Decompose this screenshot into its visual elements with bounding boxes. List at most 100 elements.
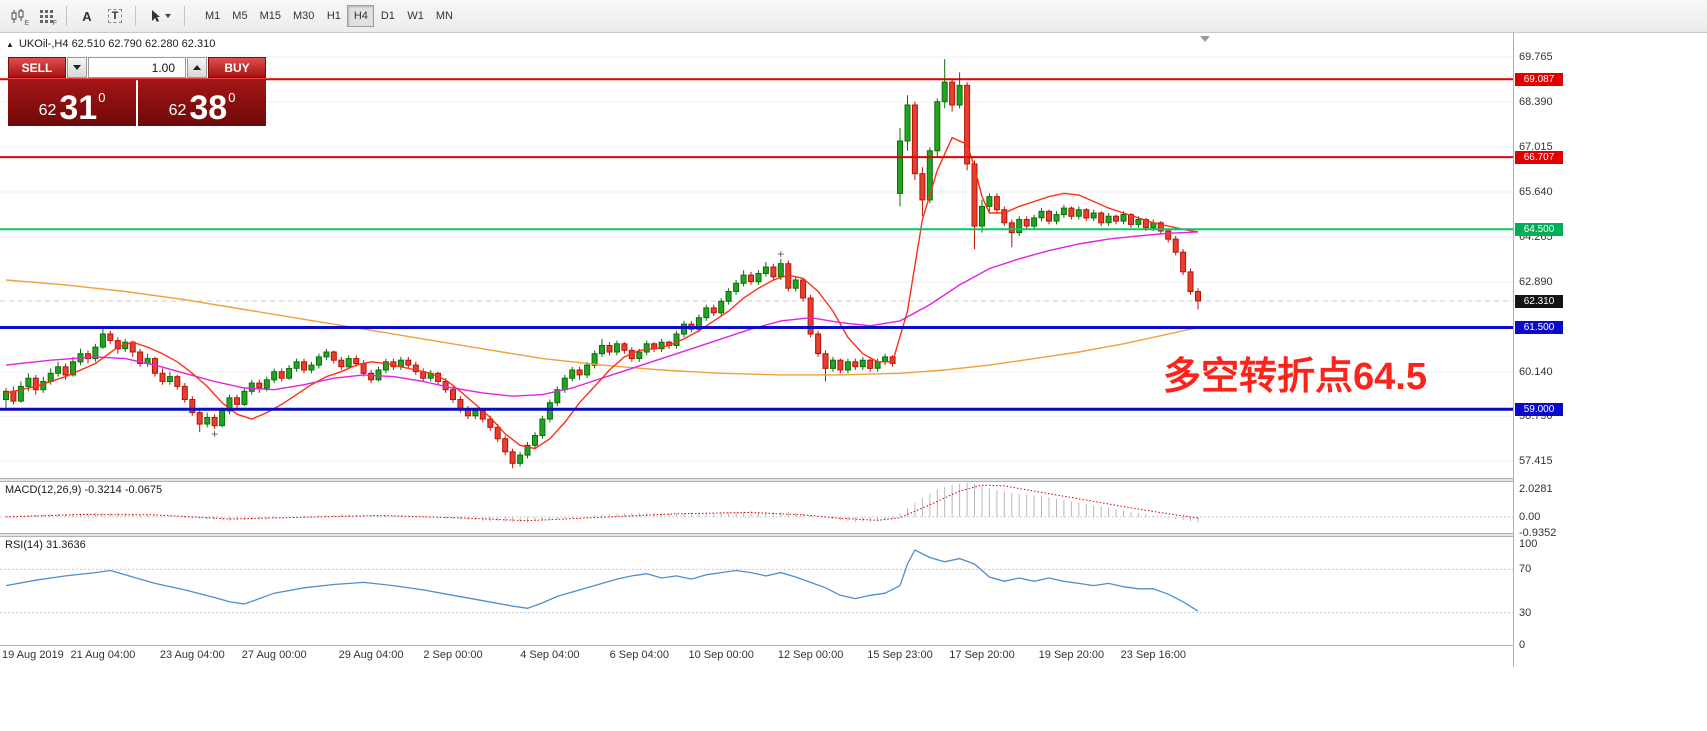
rsi-value: 31.3636	[45, 539, 86, 551]
timeframe-w1[interactable]: W1	[401, 5, 430, 27]
svg-text:+: +	[777, 247, 784, 261]
time-axis-label: 2 Sep 00:00	[423, 649, 483, 661]
icon-subscript: E	[24, 20, 29, 27]
toolbar-separator	[66, 6, 67, 26]
letter-a-icon: A	[82, 8, 92, 24]
time-axis-label: 12 Sep 00:00	[777, 649, 844, 661]
price-axis-label: 2.0281	[1519, 483, 1553, 495]
price-axis-label: 69.765	[1519, 51, 1553, 63]
buy-button[interactable]: BUY	[208, 57, 266, 78]
chart-plot-area[interactable]: + + ▲ UKOil-,H4 62.510 62.790 62.280 62.3…	[0, 33, 1513, 478]
time-axis-label: 27 Aug 00:00	[241, 649, 307, 661]
price-axis-tag: 59.000	[1515, 402, 1563, 416]
price-axis-label: -0.9352	[1519, 527, 1557, 539]
text-box-icon: T	[107, 9, 123, 23]
toolbar-separator	[135, 6, 136, 26]
price-axis-label: 70	[1519, 563, 1532, 576]
time-axis-label: 23 Aug 04:00	[159, 649, 225, 661]
volume-decrease-button[interactable]	[67, 57, 87, 78]
candlesticks-icon	[11, 8, 24, 23]
timeframe-mn[interactable]: MN	[430, 5, 459, 27]
price-axis-tag: 66.707	[1515, 150, 1563, 164]
price-axis-label: 100	[1519, 538, 1538, 550]
time-axis-label: 21 Aug 04:00	[70, 649, 136, 661]
triangle-up-icon	[193, 65, 201, 70]
grid-settings-button[interactable]: F	[32, 4, 60, 28]
timeframe-h4[interactable]: H4	[347, 5, 375, 27]
sell-price-display[interactable]: 62 31 0	[8, 80, 136, 126]
symbol-header: ▲ UKOil-,H4 62.510 62.790 62.280 62.310	[6, 38, 215, 50]
sell-price-major: 62	[38, 102, 57, 119]
macd-layer	[0, 482, 1513, 538]
icon-subscript: F	[52, 20, 57, 27]
chevron-down-icon	[164, 14, 171, 18]
time-axis-label: 17 Sep 20:00	[949, 649, 1015, 661]
macd-main-value: -0.3214	[84, 484, 122, 496]
macd-header: MACD(12,26,9) -0.3214 -0.0675	[5, 484, 162, 496]
time-axis-label: 19 Sep 20:00	[1038, 649, 1105, 661]
toolbar: E F A T M1 M5 M15 M30 H1 H4 D1 W1 MN	[0, 0, 1707, 33]
time-axis-label: 19 Aug 2019	[2, 649, 64, 661]
timeframe-d1[interactable]: D1	[374, 5, 401, 27]
rsi-panel[interactable]: RSI(14) 31.3636	[0, 537, 1513, 645]
chart-shift-marker[interactable]	[1200, 36, 1210, 42]
price-axis[interactable]: 69.765 68.390 67.015 65.640 64.265 62.890 60.1…	[1513, 33, 1707, 667]
price-axis-tag: 64.500	[1515, 222, 1563, 236]
price-axis-tag: 62.310	[1515, 294, 1563, 308]
price-axis-label: 0.00	[1519, 510, 1541, 523]
rsi-header: RSI(14) 31.3636	[5, 539, 86, 551]
chart-annotation-text: 多空转折点64.5	[1163, 356, 1427, 398]
volume-input[interactable]	[88, 57, 186, 78]
timeframe-m5[interactable]: M5	[226, 5, 253, 27]
price-axis-label: 65.640	[1519, 186, 1553, 198]
timeframe-h1[interactable]: H1	[320, 5, 347, 27]
price-axis-label: 62.890	[1519, 276, 1553, 288]
time-axis-label: 15 Sep 23:00	[867, 649, 933, 661]
triangle-down-icon	[73, 65, 81, 70]
buy-price-pips: 38	[189, 89, 228, 128]
ohlc-values: 62.510 62.790 62.280 62.310	[71, 38, 216, 50]
volume-increase-button[interactable]	[187, 57, 207, 78]
price-axis-label: 0	[1519, 639, 1526, 651]
chart-candlesticks-button[interactable]: E	[4, 4, 32, 28]
timeframe-m1[interactable]: M1	[199, 5, 226, 27]
macd-panel[interactable]: MACD(12,26,9) -0.3214 -0.0675	[0, 482, 1513, 533]
price-axis-label: 57.415	[1519, 455, 1553, 468]
time-axis[interactable]: 19 Aug 2019 21 Aug 04:00 23 Aug 04:00 27 Au…	[0, 649, 1513, 667]
text-label-button[interactable]: T	[101, 4, 129, 28]
time-axis-label: 23 Sep 16:00	[1120, 649, 1187, 661]
symbol-period-label: UKOil-,H4	[18, 38, 69, 50]
price-axis-tag: 61.500	[1515, 321, 1563, 334]
toolbar-separator	[184, 6, 185, 26]
buy-price-point: 0	[228, 90, 236, 105]
price-axis-label: 60.140	[1519, 366, 1553, 378]
time-axis-label: 10 Sep 00:00	[688, 649, 754, 661]
text-annotation-button[interactable]: A	[73, 4, 101, 28]
timeframe-m30[interactable]: M30	[287, 5, 320, 27]
grid-icon	[39, 10, 53, 23]
timeframe-m15[interactable]: M15	[254, 5, 287, 27]
cursor-tool-button[interactable]	[142, 4, 178, 28]
macd-signal-value: -0.0675	[124, 484, 163, 496]
buy-price-display[interactable]: 62 38 0	[138, 80, 266, 126]
time-axis-label: 29 Aug 04:00	[338, 649, 404, 661]
crosshair-icon	[151, 10, 160, 22]
sell-price-pips: 31	[59, 89, 98, 128]
panel-splitter[interactable]	[0, 533, 1569, 537]
up-arrow-icon: ▲	[6, 40, 14, 49]
price-axis-label: 67.015	[1519, 141, 1553, 153]
rsi-layer	[0, 537, 1513, 650]
price-axis-label: 30	[1519, 606, 1532, 619]
time-axis-label: 4 Sep 04:00	[520, 649, 580, 661]
sell-button[interactable]: SELL	[8, 57, 66, 78]
sell-price-point: 0	[98, 90, 106, 105]
panel-splitter[interactable]	[0, 478, 1569, 482]
price-axis-tag: 69.087	[1515, 72, 1563, 86]
price-axis-label: 68.390	[1519, 96, 1553, 108]
trade-controls-row: SELL BUY	[8, 57, 266, 78]
buy-price-major: 62	[168, 102, 187, 119]
panel-border	[0, 645, 1569, 646]
trade-prices-row: 62 31 0 62 38 0	[8, 80, 266, 126]
